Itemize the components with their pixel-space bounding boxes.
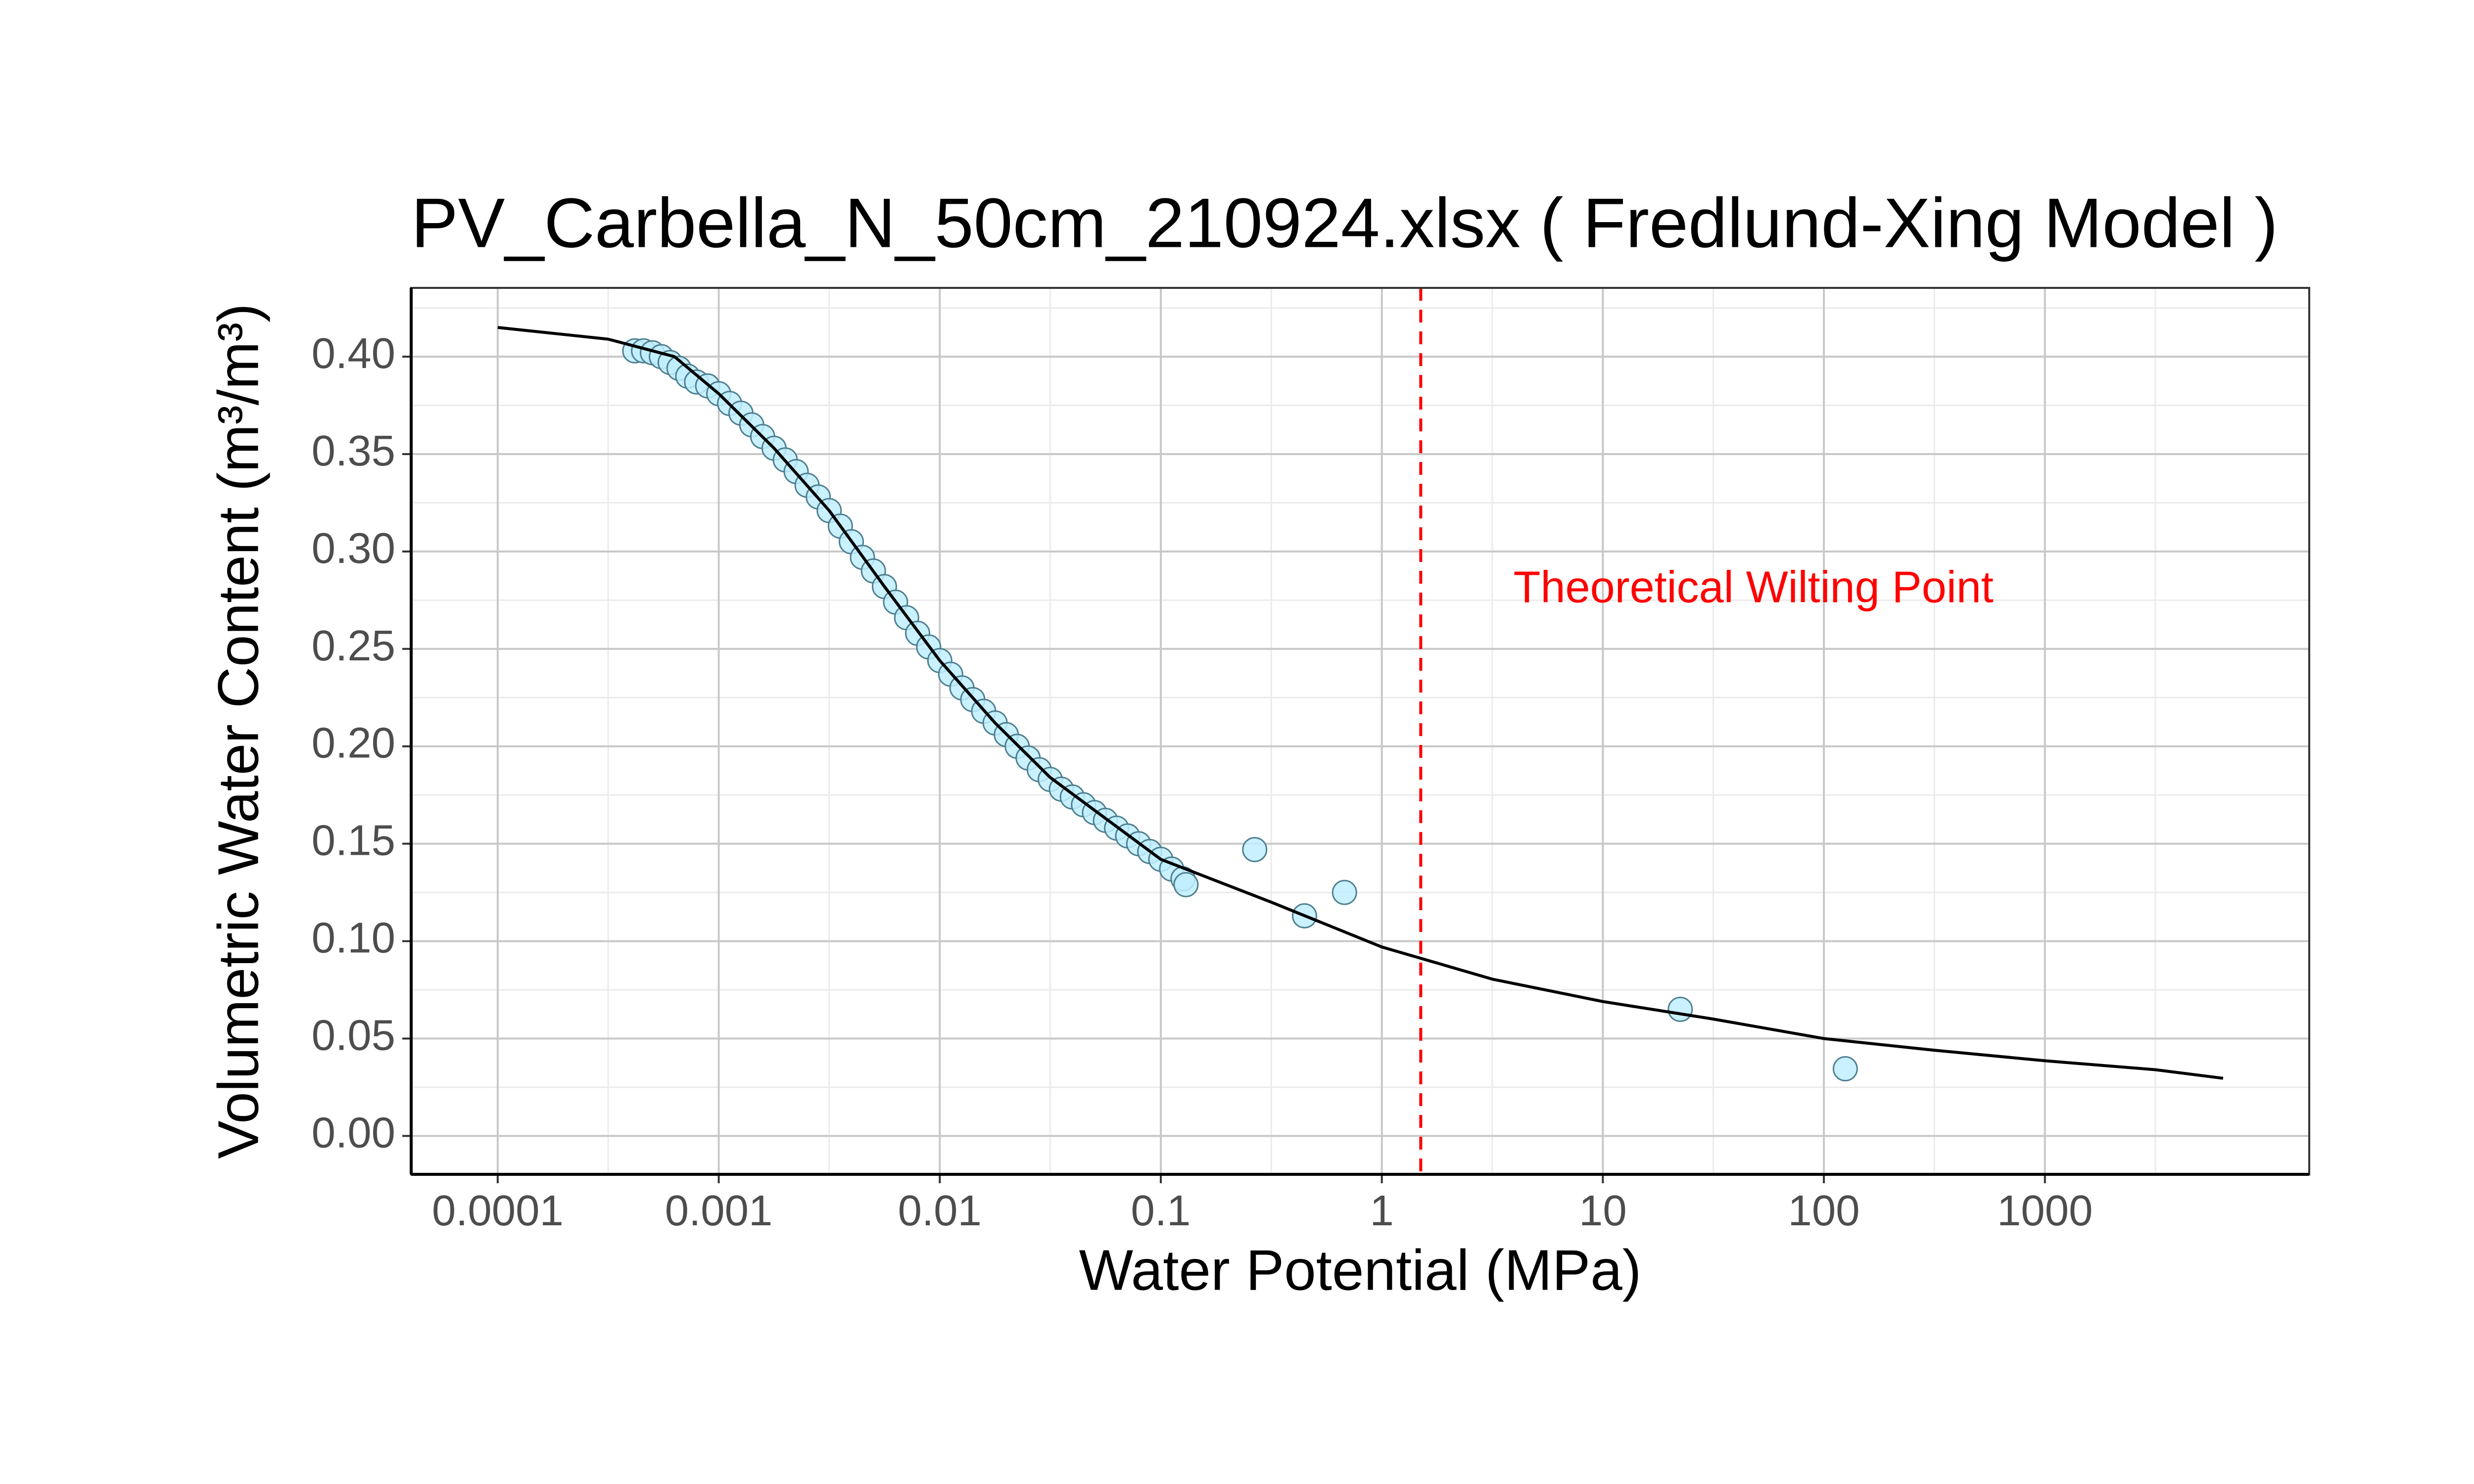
data-point (1173, 872, 1199, 897)
y-tick-label: 0.10 (312, 914, 395, 962)
y-tick-label: 0.25 (312, 622, 395, 670)
x-tick-label: 1 (1370, 1187, 1393, 1235)
data-point (1667, 996, 1693, 1022)
fit-curve (497, 326, 2224, 1080)
data-point (1332, 880, 1357, 905)
y-tick-label: 0.35 (312, 427, 395, 475)
x-axis-label: Water Potential (MPa) (1079, 1238, 1642, 1302)
y-axis-label: Volumetric Water Content (m³/m³) (206, 303, 271, 1159)
chart-title: PV_Carbella_N_50cm_210924.xlsx ( Fredlun… (411, 184, 2278, 263)
plot-panel (411, 288, 2309, 1174)
y-tick-label: 0.30 (312, 524, 395, 572)
x-tick-label: 0.001 (665, 1187, 773, 1235)
y-tick-label: 0.15 (312, 817, 395, 865)
y-tick-label: 0.20 (312, 719, 395, 767)
x-tick-label: 0.01 (898, 1187, 982, 1235)
data-point (1242, 836, 1268, 862)
y-tick-label: 0.40 (312, 329, 395, 377)
x-tick-label: 100 (1788, 1187, 1860, 1235)
x-tick-label: 0.1 (1131, 1187, 1191, 1235)
x-tick-label: 1000 (1997, 1187, 2093, 1235)
data-point (1832, 1056, 1858, 1082)
y-tick-label: 0.05 (312, 1011, 395, 1059)
x-tick-label: 0.0001 (432, 1187, 564, 1235)
annotation: Theoretical Wilting Point (1513, 562, 1993, 612)
x-tick-label: 10 (1579, 1187, 1627, 1235)
y-tick-label: 0.00 (312, 1109, 395, 1157)
